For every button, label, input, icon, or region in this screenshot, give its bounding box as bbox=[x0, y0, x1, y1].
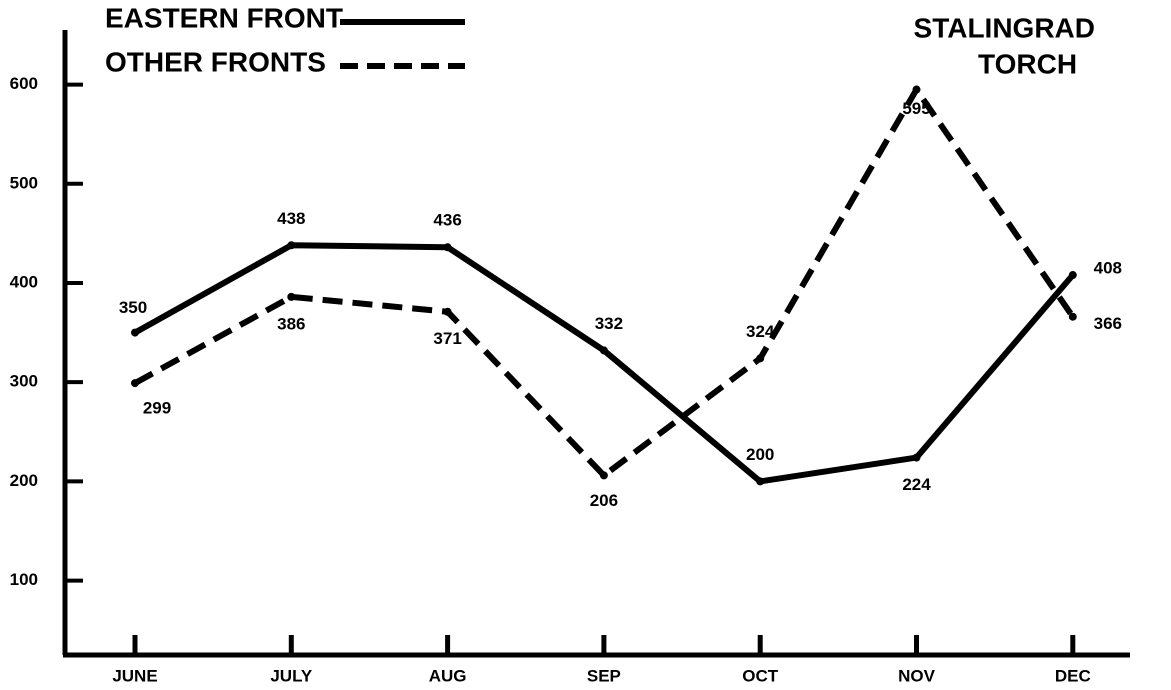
data-point bbox=[287, 292, 296, 301]
data-point bbox=[756, 354, 765, 363]
x-tick-label: SEP bbox=[587, 666, 621, 685]
annotation: TORCH bbox=[978, 48, 1077, 79]
y-tick-label: 400 bbox=[10, 272, 38, 291]
data-label: 206 bbox=[590, 491, 618, 510]
data-point bbox=[912, 453, 921, 462]
data-label: 408 bbox=[1094, 259, 1122, 278]
data-label: 436 bbox=[433, 211, 461, 230]
x-tick-label: JUNE bbox=[112, 666, 157, 685]
data-label: 371 bbox=[433, 329, 461, 348]
data-label: 324 bbox=[746, 322, 775, 341]
y-tick-label: 200 bbox=[10, 471, 38, 490]
y-tick-label: 300 bbox=[10, 372, 38, 391]
series-line bbox=[133, 242, 1076, 485]
legend-label: EASTERN FRONT bbox=[105, 2, 343, 33]
data-label: 200 bbox=[746, 445, 774, 464]
data-point bbox=[599, 346, 608, 355]
data-point bbox=[756, 477, 765, 486]
data-label: 438 bbox=[277, 209, 305, 228]
y-tick-label: 100 bbox=[10, 570, 38, 589]
x-tick-label: AUG bbox=[429, 666, 467, 685]
data-label: 224 bbox=[902, 475, 931, 494]
data-point bbox=[443, 243, 452, 252]
y-tick-label: 500 bbox=[10, 173, 38, 192]
x-tick-label: DEC bbox=[1055, 666, 1091, 685]
data-label: 350 bbox=[119, 298, 147, 317]
legend-label: OTHER FRONTS bbox=[105, 46, 326, 77]
data-point bbox=[912, 85, 921, 94]
annotation: STALINGRAD bbox=[914, 12, 1095, 43]
data-label: 386 bbox=[277, 314, 305, 333]
data-point bbox=[1068, 271, 1077, 280]
data-label: 595 bbox=[902, 99, 930, 118]
data-point bbox=[443, 307, 452, 316]
data-point bbox=[287, 241, 296, 250]
data-label: 332 bbox=[595, 314, 623, 333]
data-point bbox=[599, 471, 608, 480]
x-tick-label: NOV bbox=[898, 666, 936, 685]
data-point bbox=[1068, 312, 1077, 321]
y-tick-label: 600 bbox=[10, 74, 38, 93]
data-label: 299 bbox=[143, 399, 171, 418]
data-point bbox=[131, 379, 139, 388]
x-tick-label: OCT bbox=[742, 666, 779, 685]
data-label: 366 bbox=[1094, 314, 1122, 333]
data-point bbox=[131, 328, 139, 337]
series-line bbox=[133, 86, 1076, 479]
x-tick-label: JULY bbox=[270, 666, 313, 685]
